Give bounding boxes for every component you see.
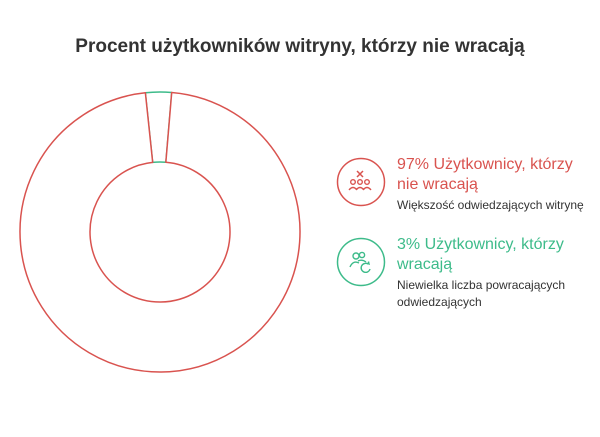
users-return-icon xyxy=(336,237,386,287)
legend-heading: 97% Użytkownicy, którzy nie wracają xyxy=(397,156,573,193)
legend-description: Większość odwiedzających witrynę xyxy=(397,198,584,212)
slice-non-returning xyxy=(19,91,301,373)
legend-heading: 3% Użytkownicy, którzy wracają xyxy=(397,236,564,273)
legend-description: Niewielka liczba powracających odwiedzaj… xyxy=(397,278,566,309)
chart-title: Procent użytkowników witryny, którzy nie… xyxy=(75,36,525,57)
users-cross-icon xyxy=(336,157,386,207)
